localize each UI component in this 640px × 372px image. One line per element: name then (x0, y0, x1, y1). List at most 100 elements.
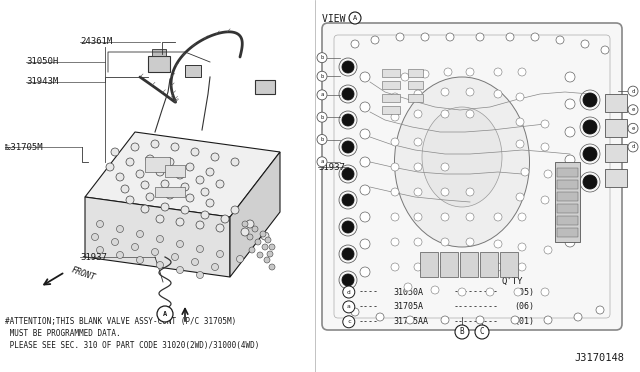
Circle shape (541, 120, 549, 128)
Bar (255, 80, 275, 94)
Text: FRONT: FRONT (70, 266, 97, 282)
Circle shape (360, 102, 370, 112)
Bar (480, 252, 498, 277)
Text: a: a (321, 92, 324, 97)
Circle shape (176, 218, 184, 226)
Polygon shape (230, 152, 280, 277)
Text: (06): (06) (514, 302, 534, 311)
Circle shape (391, 138, 399, 146)
Circle shape (317, 112, 327, 122)
Bar (460, 252, 478, 277)
Circle shape (343, 286, 355, 298)
Circle shape (441, 213, 449, 221)
Circle shape (262, 244, 268, 250)
Circle shape (317, 135, 327, 144)
Circle shape (136, 170, 144, 178)
Circle shape (191, 259, 198, 266)
Circle shape (166, 191, 174, 199)
Text: Q'TY: Q'TY (501, 277, 523, 286)
Polygon shape (165, 165, 185, 177)
Circle shape (181, 206, 189, 214)
Circle shape (121, 185, 129, 193)
Circle shape (221, 215, 229, 223)
Text: VIEW: VIEW (322, 14, 351, 24)
Bar (148, 56, 170, 72)
Bar (605, 94, 627, 112)
Circle shape (351, 40, 359, 48)
Bar (408, 81, 423, 89)
Circle shape (171, 143, 179, 151)
Text: C: C (480, 327, 484, 337)
Circle shape (511, 316, 519, 324)
Circle shape (216, 250, 223, 257)
Ellipse shape (422, 107, 502, 207)
Circle shape (475, 325, 489, 339)
Circle shape (231, 158, 239, 166)
Circle shape (261, 232, 269, 240)
Circle shape (565, 237, 575, 247)
Circle shape (494, 213, 502, 221)
Circle shape (97, 221, 104, 228)
Bar (557, 192, 578, 201)
Text: #ATTENTION;THIS BLANK VALVE ASSY-CONT (P/C 31705M): #ATTENTION;THIS BLANK VALVE ASSY-CONT (P… (5, 317, 236, 326)
Circle shape (414, 213, 422, 221)
Text: b: b (321, 55, 324, 60)
Bar (500, 252, 518, 277)
Text: b: b (321, 137, 324, 142)
Bar (408, 94, 423, 102)
Circle shape (376, 313, 384, 321)
Circle shape (161, 203, 169, 211)
Text: b: b (321, 74, 324, 79)
Text: e: e (632, 126, 635, 131)
Circle shape (342, 61, 354, 73)
Circle shape (196, 272, 204, 279)
Circle shape (255, 239, 261, 245)
Text: A: A (353, 15, 357, 21)
Circle shape (414, 138, 422, 146)
Circle shape (201, 211, 209, 219)
Circle shape (514, 288, 522, 296)
Circle shape (136, 257, 143, 263)
Bar (557, 228, 578, 237)
Bar (420, 252, 438, 277)
Circle shape (146, 155, 154, 163)
Circle shape (494, 90, 502, 98)
Circle shape (131, 244, 138, 250)
Circle shape (176, 171, 184, 179)
Circle shape (342, 221, 354, 233)
Text: MUST BE PROGRAMMED DATA.: MUST BE PROGRAMMED DATA. (5, 329, 120, 338)
Circle shape (444, 68, 452, 76)
Circle shape (317, 157, 327, 167)
Circle shape (486, 288, 494, 296)
Circle shape (565, 72, 575, 82)
Circle shape (126, 158, 134, 166)
Text: ----: ---- (359, 302, 379, 311)
Bar (557, 168, 578, 177)
Circle shape (541, 143, 549, 151)
Circle shape (172, 253, 179, 260)
Circle shape (265, 237, 271, 243)
Text: (01): (01) (514, 317, 534, 326)
Circle shape (441, 238, 449, 246)
Circle shape (565, 182, 575, 192)
Circle shape (211, 153, 219, 161)
Bar (605, 119, 627, 137)
Bar (557, 204, 578, 213)
Text: d: d (632, 144, 635, 150)
Text: 31705A: 31705A (394, 302, 424, 311)
Text: 31705AA: 31705AA (394, 317, 429, 326)
Circle shape (211, 263, 218, 270)
Circle shape (583, 147, 597, 161)
Text: a: a (321, 159, 324, 164)
Circle shape (141, 205, 149, 213)
Text: d: d (347, 289, 351, 295)
Text: 31937: 31937 (80, 253, 107, 262)
Circle shape (237, 256, 243, 263)
Circle shape (342, 248, 354, 260)
Circle shape (391, 213, 399, 221)
Circle shape (360, 185, 370, 195)
Circle shape (241, 228, 249, 236)
Circle shape (131, 143, 139, 151)
Circle shape (516, 93, 524, 101)
Circle shape (177, 266, 184, 273)
